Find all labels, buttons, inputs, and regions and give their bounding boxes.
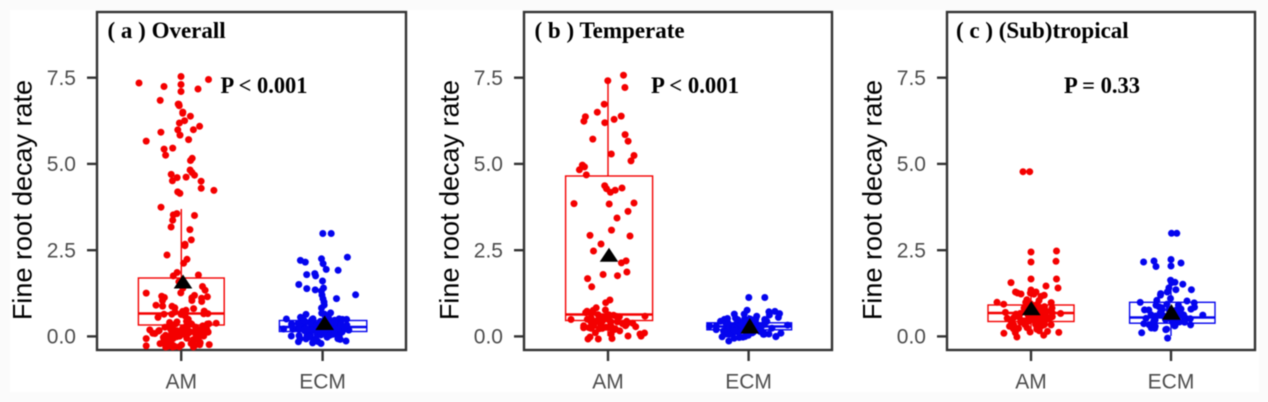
svg-text:2.5: 2.5: [474, 240, 503, 263]
svg-text:P < 0.001: P < 0.001: [221, 73, 308, 98]
svg-text:7.5: 7.5: [897, 67, 926, 90]
svg-text:( b ) Temperate: ( b ) Temperate: [535, 18, 685, 43]
svg-text:ECM: ECM: [299, 371, 346, 394]
svg-text:AM: AM: [592, 371, 624, 394]
svg-text:2.5: 2.5: [47, 240, 76, 263]
svg-text:AM: AM: [1015, 371, 1047, 394]
svg-text:Fine root decay rate: Fine root decay rate: [8, 80, 38, 320]
svg-text:5.0: 5.0: [897, 153, 926, 176]
svg-text:7.5: 7.5: [47, 67, 76, 90]
svg-text:( a ) Overall: ( a ) Overall: [108, 18, 226, 43]
svg-text:P < 0.001: P < 0.001: [651, 73, 739, 98]
svg-text:5.0: 5.0: [474, 153, 503, 176]
svg-text:( c ) (Sub)tropical: ( c ) (Sub)tropical: [956, 18, 1129, 43]
svg-text:0.0: 0.0: [47, 326, 76, 349]
svg-text:AM: AM: [165, 371, 197, 394]
svg-text:Fine root decay rate: Fine root decay rate: [435, 80, 465, 320]
svg-text:7.5: 7.5: [474, 67, 503, 90]
svg-text:0.0: 0.0: [897, 326, 926, 349]
svg-text:ECM: ECM: [725, 371, 772, 394]
svg-text:0.0: 0.0: [474, 326, 503, 349]
svg-text:Fine root decay rate: Fine root decay rate: [858, 80, 888, 320]
svg-text:P = 0.33: P = 0.33: [1064, 73, 1140, 98]
svg-text:ECM: ECM: [1148, 371, 1195, 394]
svg-text:2.5: 2.5: [897, 240, 926, 263]
svg-text:5.0: 5.0: [47, 153, 76, 176]
